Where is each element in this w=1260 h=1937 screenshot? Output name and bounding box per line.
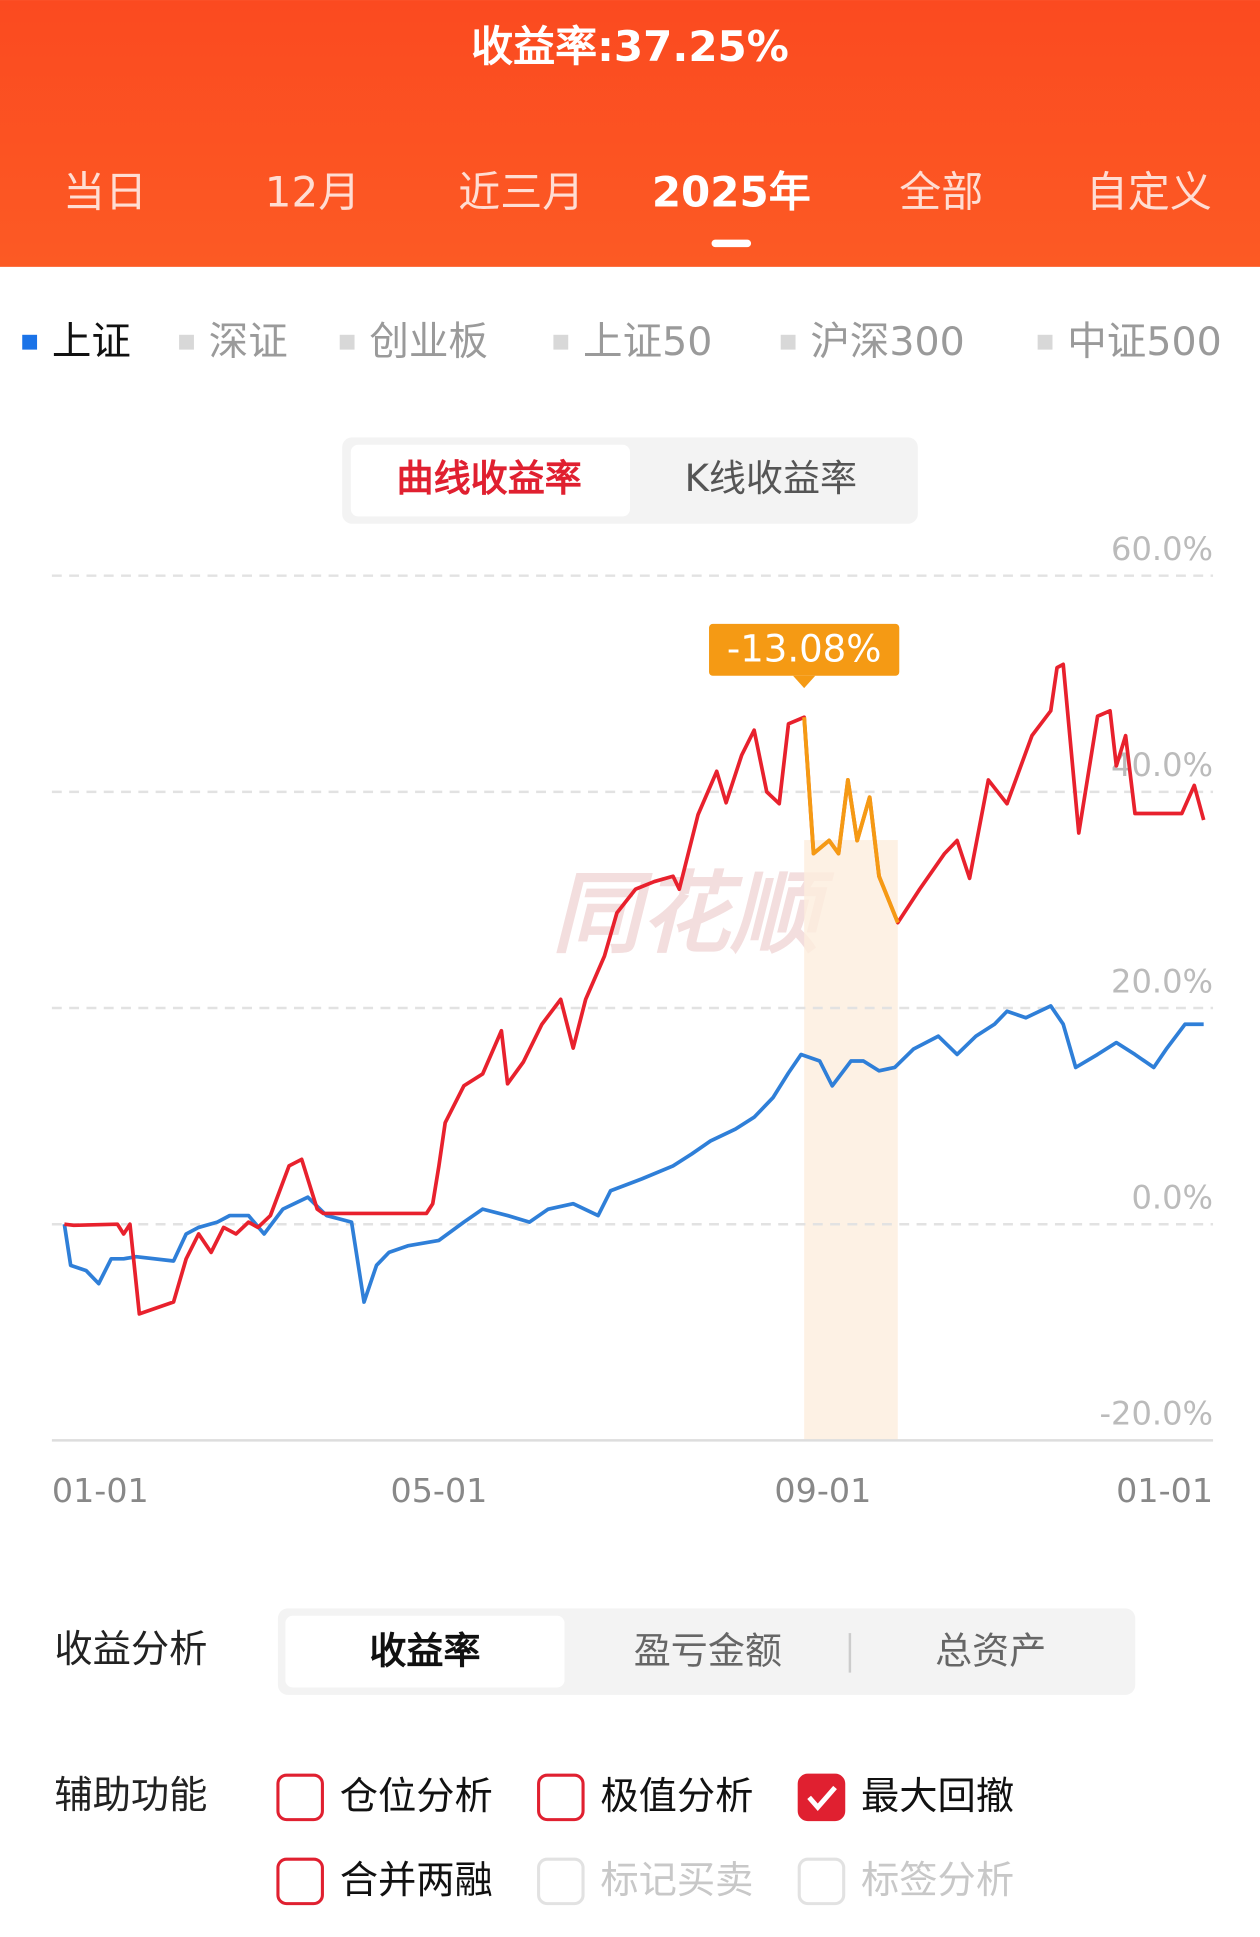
x-tick-label: 09-01 (774, 1471, 871, 1510)
drawdown-shade (804, 840, 898, 1441)
x-tick-label: 01-01 (1116, 1471, 1213, 1510)
annotation-label: -13.08% (727, 628, 882, 671)
index-tab[interactable]: 深证 (209, 319, 288, 365)
toggle-option[interactable]: 曲线收益率 (397, 457, 582, 500)
index-marker (339, 334, 355, 350)
index-marker (780, 334, 796, 350)
annotation-pointer (793, 675, 816, 689)
period-tab[interactable]: 当日 (63, 168, 147, 217)
x-tick-label: 01-01 (52, 1471, 149, 1510)
period-tab[interactable]: 全部 (899, 168, 983, 217)
index-marker (179, 334, 194, 350)
period-tab[interactable]: 自定义 (1086, 168, 1212, 217)
checkbox-label: 标记买卖 (600, 1858, 753, 1903)
y-tick-label: -20.0% (1099, 1395, 1213, 1433)
index-tab[interactable]: 上证 (52, 319, 131, 365)
segment-option[interactable]: 总资产 (935, 1629, 1046, 1672)
index-tab[interactable]: 创业板 (369, 319, 488, 365)
segment-active (285, 1615, 565, 1688)
index-marker (553, 334, 569, 350)
checkbox-label[interactable]: 最大回撤 (861, 1774, 1014, 1819)
checkbox-label: 标签分析 (861, 1858, 1014, 1903)
header-bg (0, 0, 1260, 267)
watermark: 同花顺 (552, 862, 835, 966)
checkbox (537, 1857, 585, 1906)
x-tick-label: 05-01 (390, 1471, 487, 1510)
drawdown-line (802, 717, 900, 924)
series-line (64, 662, 1206, 1316)
header-title: 收益率:37.25% (471, 22, 789, 71)
y-tick-label: 0.0% (1131, 1179, 1213, 1217)
y-tick-label: 60.0% (1111, 530, 1213, 568)
checkbox[interactable] (276, 1857, 324, 1906)
index-marker (22, 334, 38, 350)
checkbox[interactable] (276, 1773, 324, 1822)
checkbox[interactable] (797, 1773, 846, 1822)
checkbox-label[interactable]: 合并两融 (340, 1858, 493, 1903)
checkbox-label[interactable]: 仓位分析 (340, 1774, 493, 1819)
segment-option[interactable]: 盈亏金额 (634, 1629, 782, 1672)
checkmark (807, 1785, 837, 1812)
index-marker (1037, 334, 1053, 350)
row-label: 辅助功能 (54, 1773, 207, 1818)
checkbox[interactable] (537, 1773, 585, 1822)
segment-option[interactable]: 收益率 (369, 1629, 480, 1672)
annotation-box (709, 623, 900, 676)
toggle-active (350, 444, 630, 517)
index-tab[interactable]: 中证500 (1067, 319, 1221, 365)
checkbox-label[interactable]: 极值分析 (600, 1774, 753, 1819)
index-tab[interactable]: 沪深300 (810, 319, 964, 365)
y-tick-label: 20.0% (1111, 962, 1213, 1000)
index-tab[interactable]: 上证50 (583, 319, 712, 365)
series-line (62, 1004, 1204, 1304)
row-label: 收益分析 (54, 1627, 207, 1672)
checkbox (797, 1857, 846, 1906)
period-tab[interactable]: 12月 (265, 168, 360, 217)
period-tab[interactable]: 近三月 (458, 168, 584, 217)
toggle-option[interactable]: K线收益率 (685, 457, 857, 500)
tab-underline (711, 239, 752, 248)
period-tab[interactable]: 2025年 (652, 168, 811, 217)
